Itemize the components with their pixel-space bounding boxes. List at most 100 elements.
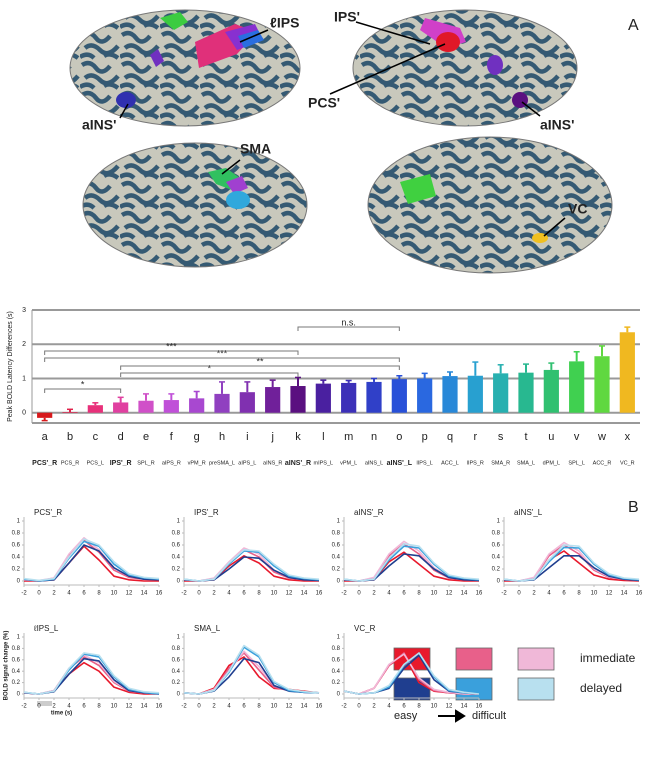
brain-renderings: ℓIPS aINS' IPS' PCS' aINS' SMA VC A B [69,9,639,516]
x-tick-label: 6 [242,591,246,597]
x-tick-label: 16 [476,591,483,597]
region-label: aINS_L [365,460,383,466]
x-tick-label: 14 [301,591,308,597]
x-tick-label: 8 [577,591,581,597]
bar [113,402,129,413]
x-tick-label: 4 [547,591,551,597]
x-tick-label: 2 [532,591,536,597]
x-tick-label: 10 [431,591,438,597]
x-tick-label: 16 [316,591,323,597]
line-series [23,657,160,695]
y-tick-label: 0.8 [332,531,341,537]
bar [265,387,281,413]
bracket-label: *** [166,341,177,351]
line-series [23,652,160,695]
bracket-label: ** [256,356,264,366]
brain-label: SMA [240,141,271,157]
panel-title: SMA_L [194,624,221,633]
x-tick-label: c [93,431,99,443]
bar [417,378,433,413]
x-tick-label: 4 [227,704,231,710]
bar [569,361,585,413]
panel-title: IPS'_R [194,508,219,517]
bracket [44,388,122,393]
x-tick-label: e [143,431,149,443]
x-tick-label: 10 [271,591,278,597]
bracket [120,372,299,377]
region-label: SMA_L [517,460,535,466]
x-tick-label: d [118,431,124,443]
region-label: ACC_L [441,460,459,466]
y-axis-label: BOLD signal change (%) [4,631,10,701]
panel-title: ℓIPS_L [33,624,59,633]
bracket-label: n.s. [341,317,356,327]
x-tick-label: 0 [37,591,41,597]
brain-label: aINS' [540,117,574,133]
bar [619,332,635,413]
line-series [183,646,320,695]
x-tick-label: 0 [357,591,361,597]
x-tick-label: 6 [562,591,566,597]
x-tick-label: 8 [417,704,421,710]
x-tick-label: 10 [431,704,438,710]
bracket [297,326,400,331]
panel-label: A [628,17,639,34]
x-tick-label: 0 [357,704,361,710]
y-tick-label: 3 [22,307,26,314]
y-tick-label: 0.6 [332,543,341,549]
legend-swatch [455,677,493,701]
region-label: SMA_R [491,460,510,466]
y-tick-label: 1 [177,519,181,525]
y-tick-label: 1 [17,519,21,525]
x-tick-label: l [322,431,324,443]
roi [400,174,436,204]
y-tick-label: 0.6 [12,543,21,549]
leader-line [543,217,566,237]
panel-title: aINS'_R [354,508,384,517]
x-tick-label: q [447,431,453,443]
x-tick-label: p [422,431,428,443]
x-tick-label: 0 [37,704,41,710]
region-label: vPM_L [340,460,357,466]
legend-swatch [517,647,555,671]
y-tick-label: 0.8 [172,531,181,537]
roi [487,55,503,75]
panel-title: aINS'_L [514,508,543,517]
x-tick-label: v [574,431,580,443]
legend: immediate delayed easy difficult [393,647,636,723]
region-label: aIPS_R [162,460,181,466]
x-tick-label: 2 [212,704,216,710]
x-tick-label: 6 [402,591,406,597]
y-tick-label: 0.2 [12,567,21,573]
x-tick-label: 2 [212,591,216,597]
x-tick-label: 0 [197,591,201,597]
region-label: PCS_R [61,460,79,466]
x-axis-label: time (s) [51,711,72,717]
line-series [23,538,160,582]
region-label: ACC_R [593,460,612,466]
x-tick-label: 2 [372,591,376,597]
roi [226,176,248,194]
x-tick-label: 2 [52,704,56,710]
bar [594,356,610,413]
x-tick-label: g [194,431,200,443]
region-label: PCS_L [87,460,104,466]
y-tick-label: 0.4 [332,669,341,675]
x-tick-label: 6 [242,704,246,710]
legend-swatch [517,677,555,701]
y-tick-label: 0.4 [332,555,341,561]
x-tick-label: 10 [111,591,118,597]
y-tick-label: 0.2 [12,680,21,686]
y-tick-label: 1 [177,635,181,641]
x-tick-label: 4 [67,704,71,710]
bar [163,400,179,413]
bracket [120,365,400,370]
line-series [343,543,480,582]
bar [442,376,458,413]
y-tick-label: 1 [22,375,26,382]
region-label: dPM_L [543,460,560,466]
y-axis-label: Peak BOLD Latency Differences (s) [7,311,14,422]
region-label: mIPS_L [314,460,334,466]
line-series [503,544,640,582]
x-tick-label: 2 [372,704,376,710]
